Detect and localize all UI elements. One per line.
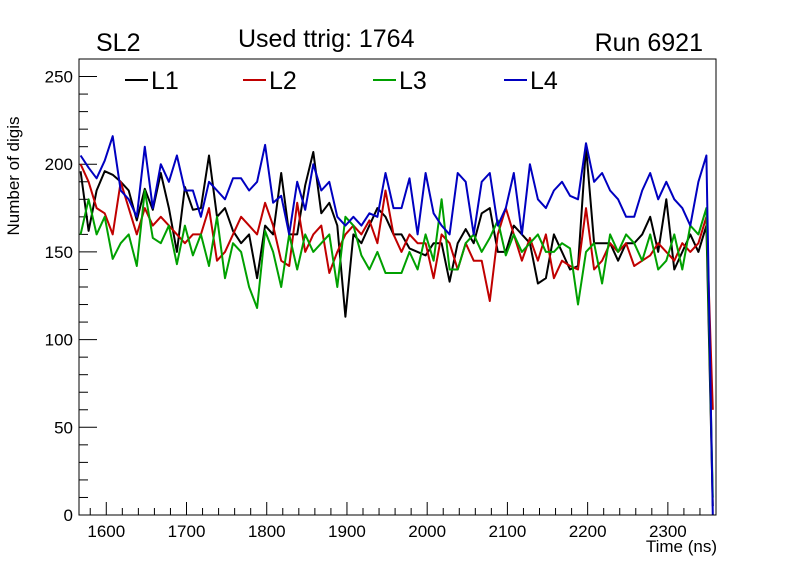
run-label: Run 6921 xyxy=(594,29,703,57)
legend-label-l4: L4 xyxy=(530,67,558,95)
y-axis-title: Number of digis xyxy=(4,116,23,236)
x-tick-label: 2000 xyxy=(408,522,446,541)
series-line-l3 xyxy=(79,189,714,498)
y-tick-label: 150 xyxy=(45,243,73,262)
x-tick-label: 2200 xyxy=(569,522,607,541)
y-tick-labels: 0 50 100 150 200 250 xyxy=(45,68,73,525)
y-tick-label: 50 xyxy=(54,418,73,437)
legend-label-l2: L2 xyxy=(269,67,297,95)
y-tick-label: 250 xyxy=(45,68,73,87)
x-tick-labels: 1600 1700 1800 1900 2000 2100 2200 2300 xyxy=(87,522,686,541)
series-line-l4 xyxy=(79,135,714,515)
x-tick-label: 2100 xyxy=(488,522,526,541)
x-tick-label: 1900 xyxy=(328,522,366,541)
x-tick-label: 1800 xyxy=(248,522,286,541)
y-tick-label: 0 xyxy=(64,506,73,525)
axis-ticks xyxy=(79,58,717,516)
x-tick-label: 1700 xyxy=(168,522,206,541)
superlayer-label: SL2 xyxy=(96,29,141,57)
legend-label-l1: L1 xyxy=(151,67,179,95)
plot-frame xyxy=(78,58,717,516)
chart-title: Used ttrig: 1764 xyxy=(238,25,415,53)
x-axis-title: Time (ns) xyxy=(645,537,717,556)
legend-label-l3: L3 xyxy=(399,67,427,95)
x-tick-label: 2300 xyxy=(649,522,687,541)
y-tick-label: 100 xyxy=(45,331,73,350)
x-tick-label: 1600 xyxy=(87,522,125,541)
y-tick-label: 200 xyxy=(45,155,73,174)
series-lines xyxy=(79,135,714,515)
legend: L1 L2 L3 L4 xyxy=(125,67,558,95)
